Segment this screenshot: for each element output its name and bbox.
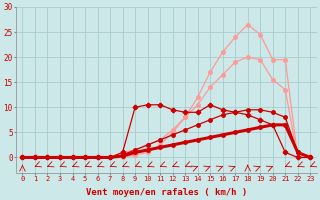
X-axis label: Vent moyen/en rafales ( km/h ): Vent moyen/en rafales ( km/h )	[86, 188, 247, 197]
